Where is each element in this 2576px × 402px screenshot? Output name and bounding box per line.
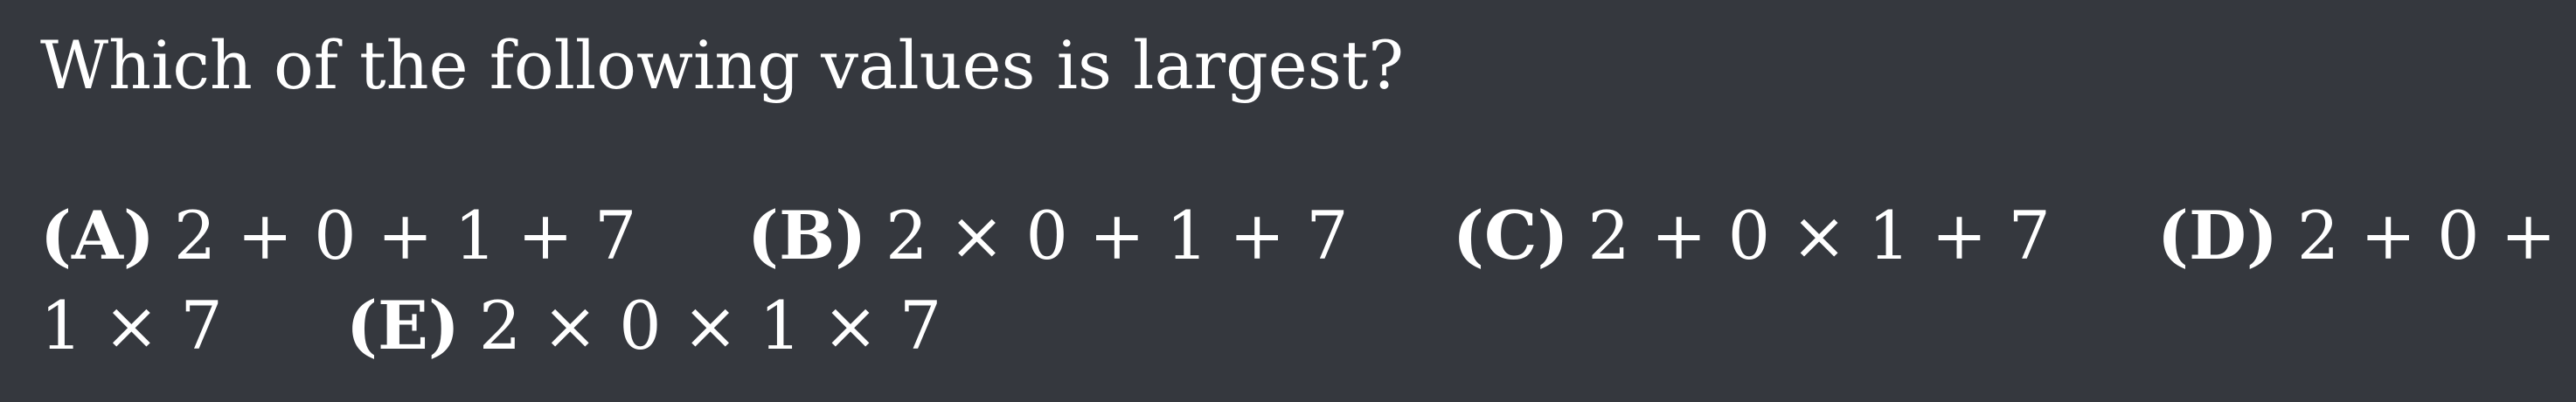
choice-c-expression: 2 + 0 × 1 + 7: [1587, 197, 2051, 274]
choice-a-label: (A): [40, 197, 155, 274]
choice-b-expression: 2 × 0 + 1 + 7: [885, 197, 1349, 274]
choice-c: (C) 2 + 0 × 1 + 7: [1453, 197, 2051, 275]
choice-b: (B) 2 × 0 + 1 + 7: [747, 197, 1349, 275]
choice-d: (D) 2 + 0 +: [2157, 197, 2556, 275]
choice-e-expression: 2 × 0 × 1 × 7: [478, 287, 942, 364]
question-text: Which of the following values is largest…: [40, 26, 1405, 104]
choice-a-expression: 2 + 0 + 1 + 7: [173, 197, 637, 274]
choice-c-label: (C): [1453, 197, 1569, 274]
choice-e-label: (E): [346, 287, 460, 364]
choice-d-label: (D): [2157, 197, 2278, 274]
choice-e: (E) 2 × 0 × 1 × 7: [346, 287, 941, 365]
choice-d-expression-line2: 1 × 7: [40, 287, 223, 364]
choice-d-expression-line1: 2 + 0 +: [2296, 197, 2557, 274]
choice-d-continuation: 1 × 7: [40, 287, 223, 365]
choice-a: (A) 2 + 0 + 1 + 7: [40, 197, 636, 275]
choice-b-label: (B): [747, 197, 867, 274]
